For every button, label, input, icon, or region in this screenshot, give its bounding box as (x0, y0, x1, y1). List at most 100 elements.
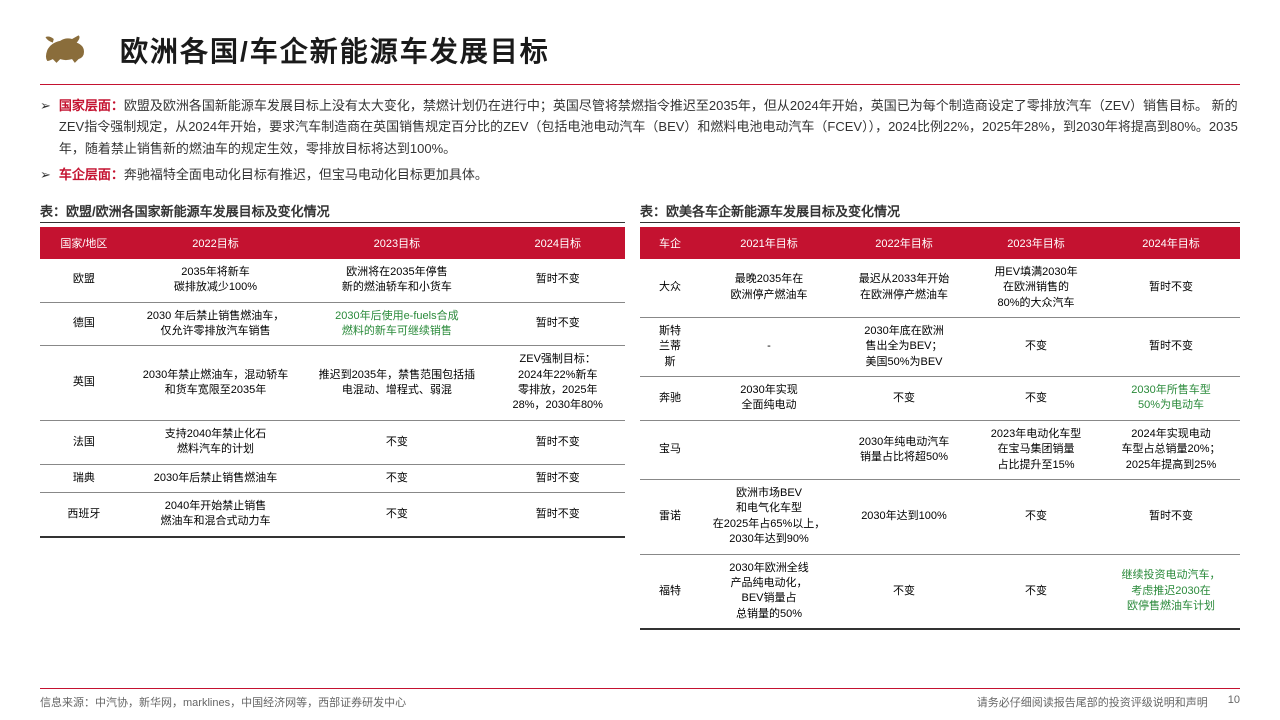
table-cell: 2030年纯电动汽车销量占比将超50% (838, 420, 970, 479)
table-cell: 不变 (303, 464, 490, 492)
table-cell: 2030年后使用e-fuels合成燃料的新车可继续销售 (303, 302, 490, 346)
table-header-cell: 2024年目标 (1102, 227, 1240, 259)
table-cell: 2023年电动化车型在宝马集团销量占比提升至15% (970, 420, 1102, 479)
table-cell: 瑞典 (40, 464, 128, 492)
table-cell: 福特 (640, 554, 700, 629)
table-cell (700, 420, 838, 479)
slide-footer: 信息来源：中汽协，新华网，marklines，中国经济网等，西部证券研发中心 请… (40, 688, 1240, 710)
table-cell: 德国 (40, 302, 128, 346)
right-table-block: 表：欧美各车企新能源车发展目标及变化情况 车企2021年目标2022年目标202… (640, 201, 1240, 630)
left-table-block: 表：欧盟/欧洲各国家新能源车发展目标及变化情况 国家/地区2022目标2023目… (40, 201, 625, 630)
table-cell: 2024年实现电动车型占总销量20%；2025年提高到25% (1102, 420, 1240, 479)
table-cell: 用EV填满2030年在欧洲销售的80%的大众汽车 (970, 259, 1102, 318)
bullet-content: 车企层面：奔驰福特全面电动化目标有推迟，但宝马电动化目标更加具体。 (59, 164, 488, 185)
page-number: 10 (1228, 694, 1240, 710)
table-header-cell: 国家/地区 (40, 227, 128, 259)
table-cell: 不变 (838, 554, 970, 629)
table-cell: ZEV强制目标：2024年22%新车零排放，2025年28%，2030年80% (490, 346, 625, 421)
table-cell: 不变 (970, 480, 1102, 555)
table-row: 奔驰2030年实现全面纯电动不变不变2030年所售车型50%为电动车 (640, 377, 1240, 421)
table-cell: 最晚2035年在欧洲停产燃油车 (700, 259, 838, 318)
table-cell: 暂时不变 (490, 464, 625, 492)
table-cell: 暂时不变 (490, 493, 625, 537)
table-cell: 英国 (40, 346, 128, 421)
table-cell: 继续投资电动汽车，考虑推迟2030在欧停售燃油车计划 (1102, 554, 1240, 629)
footer-right: 请务必仔细阅读报告尾部的投资评级说明和声明 10 (977, 694, 1240, 710)
table-cell: 法国 (40, 420, 128, 464)
table-cell: 2030年底在欧洲售出全为BEV；美国50%为BEV (838, 317, 970, 376)
table-cell: 欧盟 (40, 259, 128, 302)
left-table: 国家/地区2022目标2023目标2024目标欧盟2035年将新车碳排放减少10… (40, 227, 625, 538)
table-cell: 支持2040年禁止化石燃料汽车的计划 (128, 420, 304, 464)
right-table: 车企2021年目标2022年目标2023年目标2024年目标大众最晚2035年在… (640, 227, 1240, 630)
bullet-list: ➢国家层面：欧盟及欧洲各国新能源车发展目标上没有太大变化，禁燃计划仍在进行中；英… (40, 95, 1240, 186)
table-header-cell: 车企 (640, 227, 700, 259)
table-cell: 暂时不变 (490, 259, 625, 302)
table-cell: 2035年将新车碳排放减少100% (128, 259, 304, 302)
table-cell: 欧洲将在2035年停售新的燃油轿车和小货车 (303, 259, 490, 302)
table-cell: 不变 (303, 420, 490, 464)
table-cell: 最迟从2033年开始在欧洲停产燃油车 (838, 259, 970, 318)
table-cell: 暂时不变 (490, 302, 625, 346)
table-header-cell: 2021年目标 (700, 227, 838, 259)
table-cell: 2030年禁止燃油车，混动轿车和货车宽限至2035年 (128, 346, 304, 421)
table-cell: 西班牙 (40, 493, 128, 537)
table-row: 法国支持2040年禁止化石燃料汽车的计划不变暂时不变 (40, 420, 625, 464)
bullet-content: 国家层面：欧盟及欧洲各国新能源车发展目标上没有太大变化，禁燃计划仍在进行中；英国… (59, 95, 1240, 159)
table-cell: 暂时不变 (1102, 480, 1240, 555)
slide-header: 欧洲各国/车企新能源车发展目标 (0, 0, 1280, 80)
footer-disclaimer: 请务必仔细阅读报告尾部的投资评级说明和声明 (977, 694, 1208, 710)
table-cell: 2030年所售车型50%为电动车 (1102, 377, 1240, 421)
table-header-cell: 2022目标 (128, 227, 304, 259)
table-row: 斯特兰蒂斯-2030年底在欧洲售出全为BEV；美国50%为BEV不变暂时不变 (640, 317, 1240, 376)
table-cell: 暂时不变 (1102, 259, 1240, 318)
table-header-cell: 2024目标 (490, 227, 625, 259)
right-table-caption: 表：欧美各车企新能源车发展目标及变化情况 (640, 201, 1240, 223)
table-cell: 大众 (640, 259, 700, 318)
table-cell: 不变 (970, 317, 1102, 376)
bull-logo-icon (40, 30, 95, 70)
table-cell: 2030年实现全面纯电动 (700, 377, 838, 421)
table-cell: - (700, 317, 838, 376)
table-cell: 2030年欧洲全线产品纯电动化，BEV销量占总销量的50% (700, 554, 838, 629)
table-header-cell: 2022年目标 (838, 227, 970, 259)
content-area: ➢国家层面：欧盟及欧洲各国新能源车发展目标上没有太大变化，禁燃计划仍在进行中；英… (0, 80, 1280, 630)
table-cell: 暂时不变 (490, 420, 625, 464)
table-cell: 不变 (970, 377, 1102, 421)
table-cell: 宝马 (640, 420, 700, 479)
table-row: 西班牙2040年开始禁止销售燃油车和混合式动力车不变暂时不变 (40, 493, 625, 537)
table-row: 瑞典2030年后禁止销售燃油车不变暂时不变 (40, 464, 625, 492)
table-row: 雷诺欧洲市场BEV和电气化车型在2025年占65%以上，2030年达到90%20… (640, 480, 1240, 555)
table-cell: 不变 (838, 377, 970, 421)
table-row: 福特2030年欧洲全线产品纯电动化，BEV销量占总销量的50%不变不变继续投资电… (640, 554, 1240, 629)
left-table-caption: 表：欧盟/欧洲各国家新能源车发展目标及变化情况 (40, 201, 625, 223)
table-row: 英国2030年禁止燃油车，混动轿车和货车宽限至2035年推迟到2035年，禁售范… (40, 346, 625, 421)
table-cell: 推迟到2035年，禁售范围包括插电混动、增程式、弱混 (303, 346, 490, 421)
table-cell: 2040年开始禁止销售燃油车和混合式动力车 (128, 493, 304, 537)
table-cell: 2030年达到100% (838, 480, 970, 555)
table-row: 宝马 2030年纯电动汽车销量占比将超50%2023年电动化车型在宝马集团销量占比… (640, 420, 1240, 479)
footer-source: 信息来源：中汽协，新华网，marklines，中国经济网等，西部证券研发中心 (40, 694, 406, 710)
table-header-cell: 2023年目标 (970, 227, 1102, 259)
table-cell: 2030 年后禁止销售燃油车，仅允许零排放汽车销售 (128, 302, 304, 346)
bullet-label: 车企层面： (59, 167, 124, 182)
table-cell: 欧洲市场BEV和电气化车型在2025年占65%以上，2030年达到90% (700, 480, 838, 555)
table-row: 德国2030 年后禁止销售燃油车，仅允许零排放汽车销售2030年后使用e-fue… (40, 302, 625, 346)
bullet-text: 奔驰福特全面电动化目标有推迟，但宝马电动化目标更加具体。 (124, 167, 488, 182)
table-cell: 暂时不变 (1102, 317, 1240, 376)
tables-row: 表：欧盟/欧洲各国家新能源车发展目标及变化情况 国家/地区2022目标2023目… (40, 201, 1240, 630)
bullet-marker-icon: ➢ (40, 164, 51, 185)
table-cell: 不变 (303, 493, 490, 537)
page-title: 欧洲各国/车企新能源车发展目标 (120, 30, 550, 70)
table-cell: 不变 (970, 554, 1102, 629)
table-cell: 奔驰 (640, 377, 700, 421)
table-cell: 斯特兰蒂斯 (640, 317, 700, 376)
table-row: 欧盟2035年将新车碳排放减少100%欧洲将在2035年停售新的燃油轿车和小货车… (40, 259, 625, 302)
table-cell: 2030年后禁止销售燃油车 (128, 464, 304, 492)
bullet-text: 欧盟及欧洲各国新能源车发展目标上没有太大变化，禁燃计划仍在进行中；英国尽管将禁燃… (59, 98, 1238, 156)
bullet-label: 国家层面： (59, 98, 124, 113)
table-cell: 雷诺 (640, 480, 700, 555)
bullet-item: ➢ 车企层面：奔驰福特全面电动化目标有推迟，但宝马电动化目标更加具体。 (40, 164, 1240, 185)
header-divider (40, 84, 1240, 85)
bullet-marker-icon: ➢ (40, 95, 51, 159)
